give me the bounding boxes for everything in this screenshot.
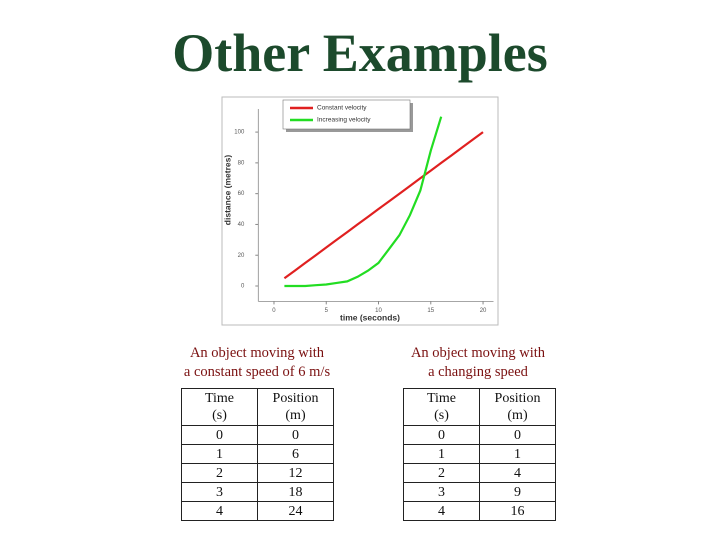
header-text: Position (272, 391, 319, 406)
data-line (284, 116, 443, 288)
caption-line: An object moving with (410, 345, 546, 361)
legend-label: Constant velocity (317, 105, 367, 112)
table-cell: 1 (479, 444, 556, 464)
y-tick-label: 60 (238, 191, 245, 197)
table-row: 3 18 (181, 482, 334, 502)
table-row: 2 12 (181, 463, 334, 483)
table-cell: 4 (403, 501, 480, 521)
chart-frame (221, 96, 499, 326)
table-cell: 9 (479, 482, 556, 502)
y-axis-label: distance (metres) (222, 155, 232, 226)
table-cell: 0 (479, 425, 556, 445)
table-cell: 3 (403, 482, 480, 502)
table-cell: 16 (479, 501, 556, 521)
x-tick-label: 0 (272, 308, 276, 314)
data-table: Time (s) Position (m) 0 0 1 1 2 4 3 9 4 16 (403, 388, 556, 521)
header-text: (s) (434, 408, 449, 423)
table-cell: 24 (257, 501, 334, 521)
y-tick-label: 100 (234, 130, 245, 136)
header-text: Time (426, 391, 457, 406)
header-text: (m) (507, 408, 528, 423)
table-cell: 0 (403, 425, 480, 445)
x-tick-label: 5 (325, 308, 329, 314)
y-tick-label: 20 (238, 253, 245, 259)
table-cell: 2 (181, 463, 258, 483)
table-caption: An object moving with a changing speed (358, 344, 598, 382)
caption-line: An object moving with (189, 345, 325, 361)
table-cell: 1 (181, 444, 258, 464)
slide-title: Other Examples (172, 23, 548, 83)
table-cell: 3 (181, 482, 258, 502)
data-line (283, 131, 484, 280)
caption-line: a changing speed (428, 364, 528, 380)
header-text: Position (494, 391, 541, 406)
header-cell: Position (m) (257, 388, 334, 426)
table-cell: 0 (257, 425, 334, 445)
table-cell: 0 (181, 425, 258, 445)
header-text: (m) (285, 408, 306, 423)
header-text: Time (204, 391, 235, 406)
x-tick-label: 15 (427, 308, 434, 314)
x-axis-label: time (seconds) (340, 313, 400, 323)
legend-box (282, 99, 411, 130)
y-tick-label: 80 (238, 160, 245, 166)
header-cell: Time (s) (181, 388, 258, 426)
table-row: 4 24 (181, 501, 334, 521)
table-cell: 18 (257, 482, 334, 502)
table-caption: An object moving with a constant speed of… (137, 344, 377, 382)
header-cell: Time (s) (403, 388, 480, 426)
header-cell: Position (m) (479, 388, 556, 426)
table-cell: 12 (257, 463, 334, 483)
table-row: 4 16 (403, 501, 556, 521)
y-tick-label: 40 (238, 222, 245, 228)
header-text: (s) (212, 408, 227, 423)
data-table: Time (s) Position (m) 0 0 1 6 2 12 3 18 4 24 (181, 388, 334, 521)
x-tick-label: 10 (375, 308, 382, 314)
table-cell: 2 (403, 463, 480, 483)
table-cell: 1 (403, 444, 480, 464)
header-row: Time (s) Position (m) (181, 388, 334, 426)
x-tick-label: 20 (480, 308, 487, 314)
caption-line: a constant speed of 6 m/s (183, 364, 331, 380)
table-cell: 6 (257, 444, 334, 464)
table-cell: 4 (479, 463, 556, 483)
y-tick-label: 0 (241, 284, 245, 290)
table-cell: 4 (181, 501, 258, 521)
header-row: Time (s) Position (m) (403, 388, 556, 426)
legend-label: Increasing velocity (317, 117, 371, 124)
